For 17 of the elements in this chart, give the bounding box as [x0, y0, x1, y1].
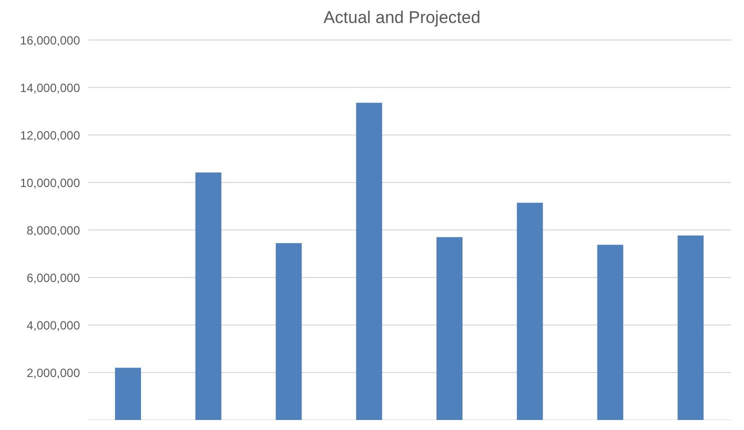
y-tick-label: 14,000,000 [20, 80, 80, 95]
bar [516, 202, 543, 420]
y-tick-label: 6,000,000 [26, 270, 80, 285]
bar [678, 235, 704, 420]
y-tick-label: 8,000,000 [26, 223, 80, 238]
bar [356, 102, 382, 420]
y-tick-label: 10,000,000 [20, 176, 80, 190]
y-tick-label: 12,000,000 [20, 128, 80, 142]
chart-title: Actual and Projected [322, 8, 482, 28]
y-tick-label: 2,000,000 [26, 366, 80, 380]
bar [597, 244, 624, 420]
bar [436, 237, 462, 420]
bar [195, 172, 222, 420]
y-tick-label: 4,000,000 [26, 318, 80, 332]
bar [115, 368, 141, 420]
bar [276, 243, 302, 420]
y-tick-label: 16,000,000 [20, 33, 80, 48]
